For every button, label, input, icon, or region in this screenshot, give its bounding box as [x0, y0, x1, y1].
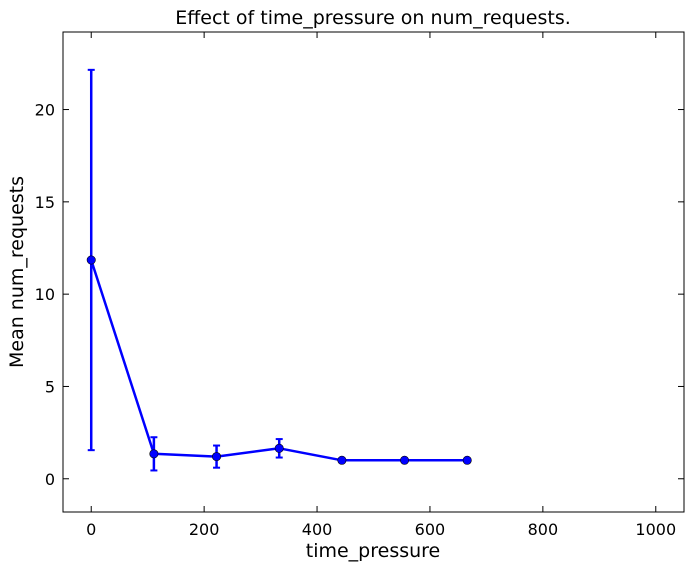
y-axis-title: Mean num_requests: [6, 176, 28, 368]
y-tick-label: 10: [35, 285, 55, 304]
y-tick-label: 0: [45, 470, 55, 489]
axis-ticks: [63, 32, 684, 512]
y-tick-label: 5: [45, 377, 55, 396]
axis-tick-labels: 0 200 400 600 800 1000 0 5 10 15 20: [35, 101, 676, 539]
x-tick-label: 800: [528, 520, 559, 539]
data-point: [462, 455, 472, 465]
x-tick-label: 1000: [635, 520, 676, 539]
x-tick-label: 600: [415, 520, 446, 539]
x-axis-title: time_pressure: [306, 540, 441, 562]
data-point: [149, 449, 159, 459]
data-point: [86, 255, 96, 265]
data-point: [274, 443, 284, 453]
x-tick-label: 400: [302, 520, 333, 539]
y-tick-label: 20: [35, 101, 55, 120]
y-tick-label: 15: [35, 193, 55, 212]
data-point: [337, 455, 347, 465]
x-tick-label: 200: [189, 520, 220, 539]
series-layer: [86, 68, 472, 472]
data-point: [400, 455, 410, 465]
data-point: [212, 452, 222, 462]
series-line: [90, 259, 468, 462]
x-tick-label: 0: [86, 520, 96, 539]
plot-frame: [62, 31, 685, 513]
chart-title: Effect of time_pressure on num_requests.: [175, 7, 571, 29]
